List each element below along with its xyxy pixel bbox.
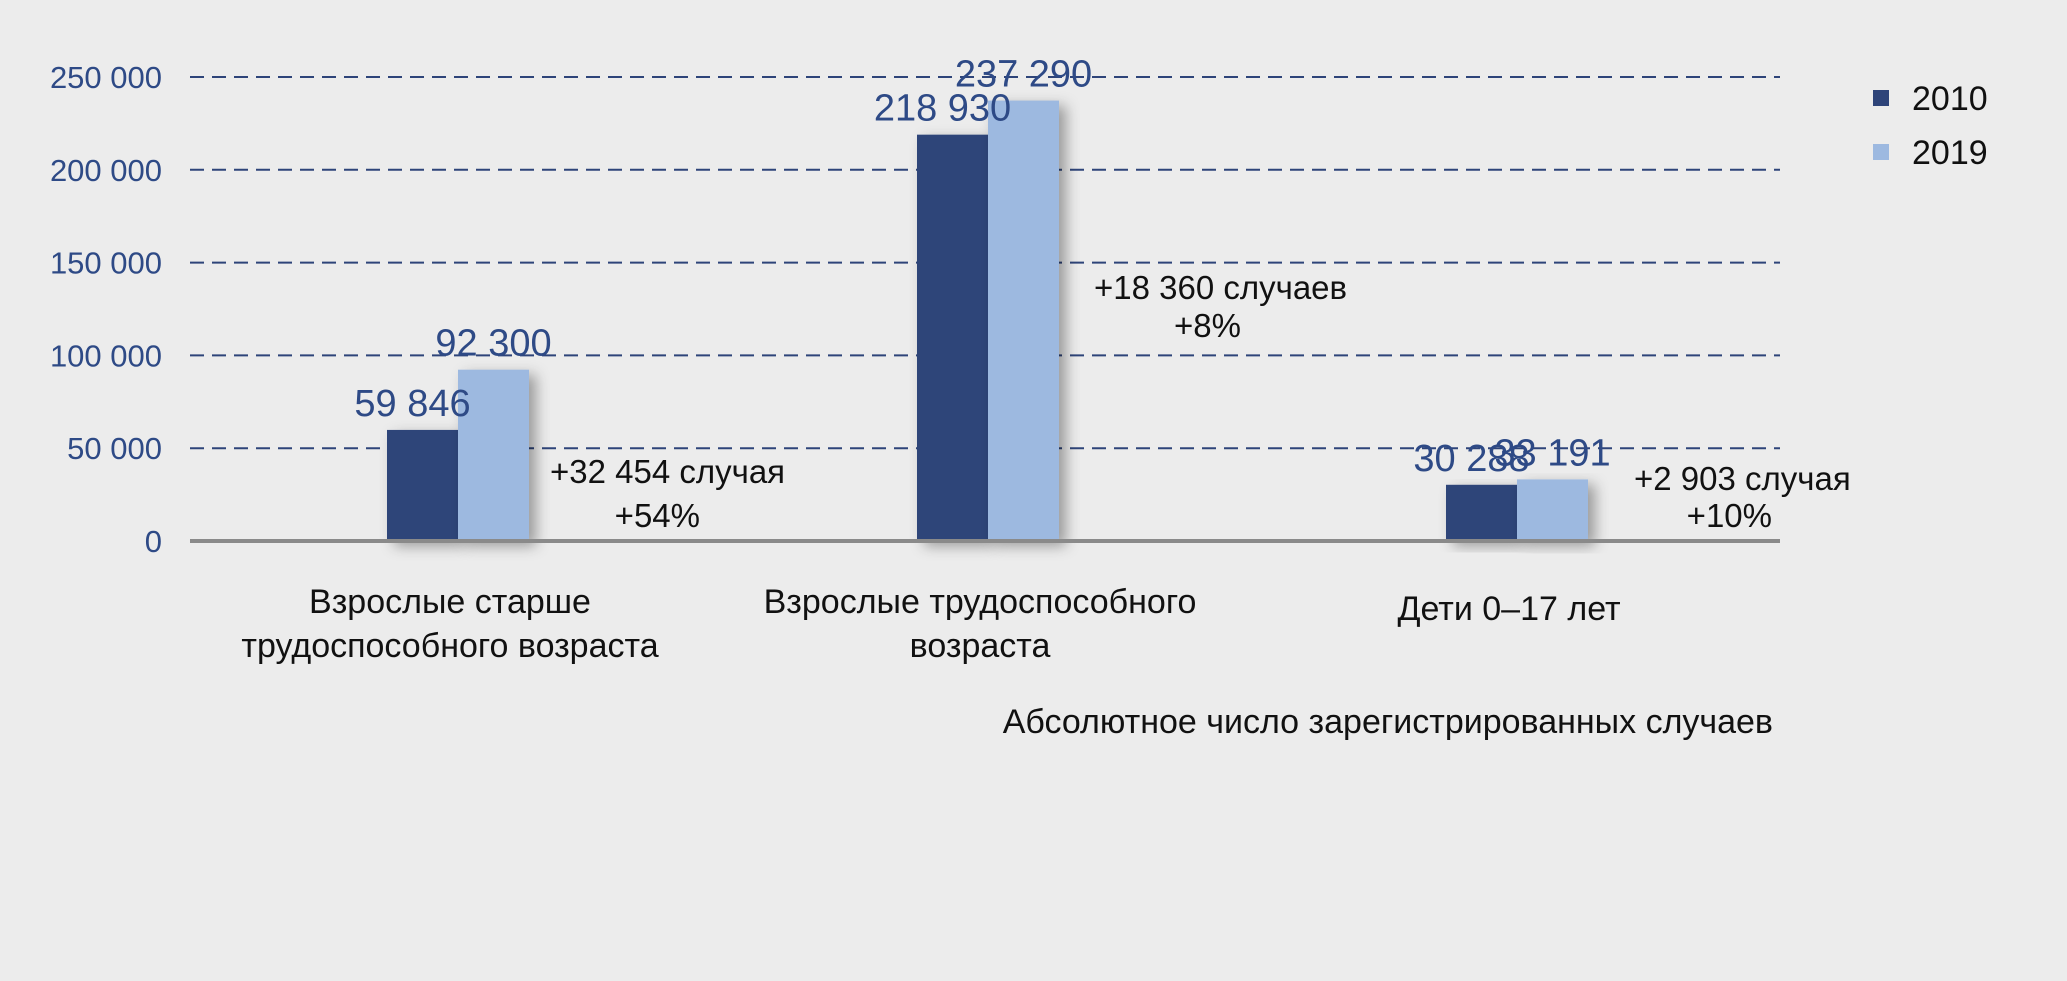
legend-label: 2019 — [1912, 134, 1988, 172]
legend-label: 2010 — [1912, 80, 1988, 118]
y-tick-label: 250 000 — [50, 60, 162, 95]
y-tick-label: 100 000 — [50, 338, 162, 373]
y-tick-label: 0 — [145, 524, 162, 559]
change-annotation: +32 454 случая — [550, 453, 785, 490]
bar-2010-0 — [387, 429, 458, 541]
chart-caption: Абсолютное число зарегистрированных случ… — [1003, 703, 1773, 741]
bar-2019-2 — [1517, 479, 1588, 541]
data-label: 59 846 — [354, 383, 470, 425]
category-label: трудоспособного возраста — [241, 627, 658, 665]
data-label: 33 191 — [1494, 432, 1610, 474]
data-label: 30 288 — [1413, 438, 1529, 480]
category-label: Дети 0–17 лет — [1397, 590, 1620, 628]
legend-swatch-2010 — [1873, 90, 1889, 106]
category-label: Взрослые старше — [309, 583, 591, 621]
change-annotation: +8% — [1174, 307, 1241, 344]
bar-2019-0 — [458, 369, 529, 541]
bar-2010-1 — [917, 134, 988, 541]
change-annotation: +54% — [615, 497, 700, 534]
data-label: 92 300 — [435, 323, 551, 365]
data-label: 218 930 — [874, 88, 1011, 130]
y-tick-label: 150 000 — [50, 246, 162, 281]
change-annotation: +10% — [1687, 497, 1772, 534]
change-annotation: +18 360 случаев — [1094, 269, 1347, 306]
category-label: Взрослые трудоспособного — [764, 583, 1197, 621]
bar-2019-1 — [988, 100, 1059, 542]
bar-2010-2 — [1446, 484, 1517, 541]
legend-swatch-2019 — [1873, 144, 1889, 160]
y-tick-label: 50 000 — [67, 431, 162, 466]
change-annotation: +2 903 случая — [1634, 460, 1851, 497]
y-tick-label: 200 000 — [50, 153, 162, 188]
data-label: 237 290 — [955, 54, 1092, 96]
category-label: возраста — [910, 627, 1051, 665]
